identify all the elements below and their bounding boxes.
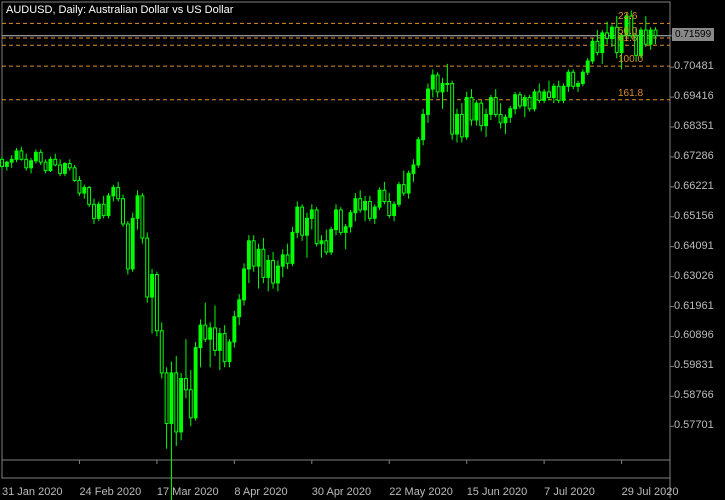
x-axis-label: 24 Feb 2020 xyxy=(79,486,141,498)
x-axis-label: 29 Jul 2020 xyxy=(622,486,679,498)
y-axis-label: 0.60896 xyxy=(674,329,714,341)
x-axis-label: 22 May 2020 xyxy=(389,486,453,498)
y-axis-label: 0.58766 xyxy=(674,389,714,401)
x-axis-label: 8 Apr 2020 xyxy=(234,486,287,498)
x-axis-label: 17 Mar 2020 xyxy=(157,486,219,498)
y-axis-label: 0.67286 xyxy=(674,150,714,162)
y-axis-label: 0.69416 xyxy=(674,90,714,102)
y-axis-label: 0.68351 xyxy=(674,120,714,132)
y-axis-label: 0.59831 xyxy=(674,359,714,371)
fib-level-label: 161.8 xyxy=(618,88,643,99)
x-axis-label: 30 Apr 2020 xyxy=(312,486,371,498)
y-axis-label: 0.64091 xyxy=(674,240,714,252)
current-price-badge: 0.71599 xyxy=(672,28,714,41)
chart-title: AUDUSD, Daily: Australian Dollar vs US D… xyxy=(6,4,233,16)
price-chart[interactable] xyxy=(0,0,725,500)
x-axis-label: 31 Jan 2020 xyxy=(2,486,63,498)
x-axis-label: 7 Jul 2020 xyxy=(544,486,595,498)
y-axis-label: 0.61961 xyxy=(674,300,714,312)
y-axis-label: 0.63026 xyxy=(674,270,714,282)
fib-level-label: 100.0 xyxy=(618,54,643,65)
y-axis-label: 0.65156 xyxy=(674,210,714,222)
y-axis-label: 0.70481 xyxy=(674,60,714,72)
chart-container[interactable]: AUDUSD, Daily: Australian Dollar vs US D… xyxy=(0,0,725,500)
x-axis-label: 15 Jun 2020 xyxy=(467,486,528,498)
fib-level-label: 61.8 xyxy=(618,33,637,44)
y-axis-label: 0.57701 xyxy=(674,419,714,431)
fib-level-label: 23.6 xyxy=(618,11,637,22)
y-axis-label: 0.66221 xyxy=(674,180,714,192)
